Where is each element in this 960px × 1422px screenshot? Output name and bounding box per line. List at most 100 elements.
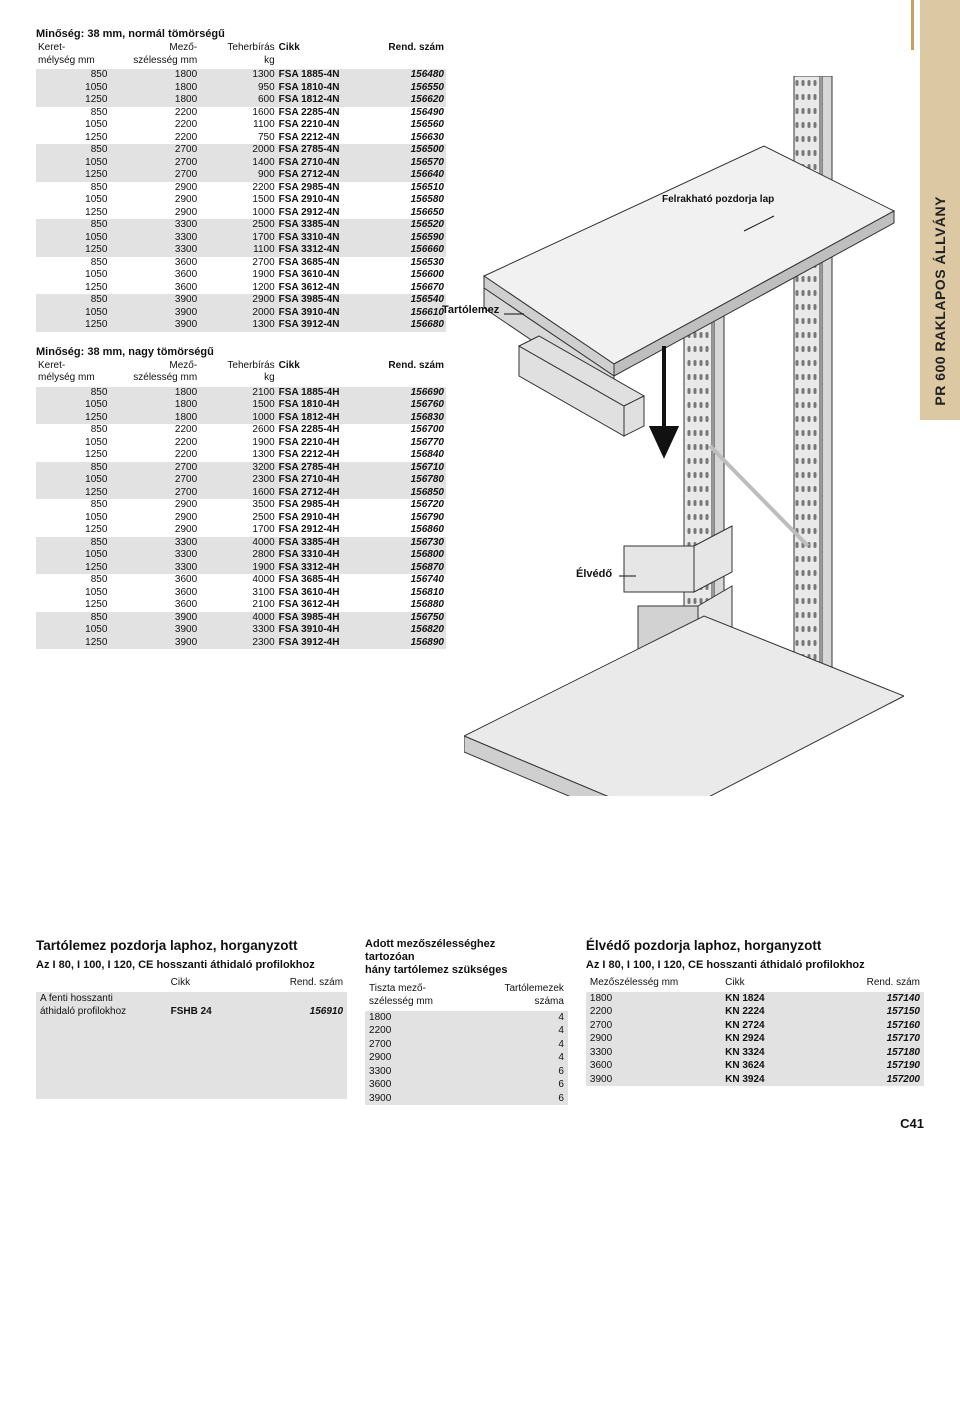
table-cell: 2900 [365, 1051, 477, 1065]
table-row: 105027001400FSA 2710-4N156570 [36, 157, 446, 170]
table-cell: FSA 3310-4N [277, 232, 373, 245]
table-cell: 1250 [36, 132, 109, 145]
table-cell: 2600 [199, 424, 277, 437]
table-cell: 2900 [199, 294, 277, 307]
table-cell: 156740 [373, 574, 446, 587]
table-cell: 3300 [199, 624, 277, 637]
t2-h-c2: Mező-szélesség mm [109, 360, 199, 387]
table-cell: 3500 [199, 499, 277, 512]
table-group: 85018002100FSA 1885-4H156690105018001500… [36, 387, 446, 425]
table-row: 12502200750FSA 2212-4N156630 [36, 132, 446, 145]
table-cell: 2200 [109, 424, 199, 437]
table-row: 85033004000FSA 3385-4H156730 [36, 537, 446, 550]
table-cell: 156890 [373, 637, 446, 650]
table-cell: 850 [36, 387, 109, 400]
table-cell: 157200 [823, 1073, 924, 1087]
table-cell: 3300 [109, 244, 199, 257]
table-cell: 2700 [199, 257, 277, 270]
bl-filler [36, 1019, 347, 1099]
table-row: 105033001700FSA 3310-4N156590 [36, 232, 446, 245]
table-cell: 1300 [199, 69, 277, 82]
table-cell: 156610 [373, 307, 446, 320]
table-cell: 156770 [373, 437, 446, 450]
table-row: 125039001300FSA 3912-4N156680 [36, 319, 446, 332]
table-cell: 1800 [109, 387, 199, 400]
table-row: 125027001600FSA 2712-4H156850 [36, 487, 446, 500]
table-cell: 156730 [373, 537, 446, 550]
table-cell: 156630 [373, 132, 446, 145]
table-cell: 1900 [199, 269, 277, 282]
table-cell: 2300 [199, 474, 277, 487]
bm-title: Adott mezőszélességhez tartozóan hány ta… [365, 938, 568, 978]
table-group: 85036004000FSA 3685-4H156740105036003100… [36, 574, 446, 612]
table2-title: Minőség: 38 mm, nagy tömörségű [36, 346, 446, 358]
table-cell: 3600 [109, 282, 199, 295]
table-cell: 2100 [199, 387, 277, 400]
br-h2: Cikk [721, 976, 822, 992]
table-cell: 1200 [199, 282, 277, 295]
table-cell: 3300 [109, 562, 199, 575]
t1-h-c4: Cikk [277, 42, 373, 69]
table-group: 85018001300FSA 1885-4N15648010501800950F… [36, 69, 446, 107]
table-cell: 2700 [109, 157, 199, 170]
table-row: 3600KN 3624157190 [586, 1059, 924, 1073]
table-row: 85018002100FSA 1885-4H156690 [36, 387, 446, 400]
table-cell: 3600 [109, 574, 199, 587]
table-cell: 850 [36, 574, 109, 587]
bl-sub: Az I 80, I 100, I 120, CE hosszanti áthi… [36, 959, 347, 972]
table-cell: 3900 [109, 637, 199, 650]
table-cell: 1800 [109, 399, 199, 412]
table-cell: 1250 [36, 207, 109, 220]
table-row: 105018001500FSA 1810-4H156760 [36, 399, 446, 412]
table-cell: 1100 [199, 119, 277, 132]
table-row: 105036001900FSA 3610-4N156600 [36, 269, 446, 282]
table-cell: 2300 [199, 637, 277, 650]
table-cell: 850 [36, 107, 109, 120]
table-cell: FSA 2210-4N [277, 119, 373, 132]
table-cell: 2700 [365, 1038, 477, 1052]
table-cell: 850 [36, 182, 109, 195]
table-cell: 1250 [36, 562, 109, 575]
table-cell: 1050 [36, 399, 109, 412]
side-tab-label: PR 600 RAKLAPOS ÁLLVÁNY [932, 196, 948, 406]
table-cell: 156800 [373, 549, 446, 562]
table-cell: 156870 [373, 562, 446, 575]
table-cell: 4000 [199, 574, 277, 587]
table-row: 12501800600FSA 1812-4N156620 [36, 94, 446, 107]
table-cell: FSA 2212-4H [277, 449, 373, 462]
table-cell: 156560 [373, 119, 446, 132]
table-cell: FSA 2710-4N [277, 157, 373, 170]
table-row: 1800KN 1824157140 [586, 992, 924, 1006]
table-cell: 1100 [199, 244, 277, 257]
table-group: 85022002600FSA 2285-4H156700105022001900… [36, 424, 446, 462]
table-cell: 6 [477, 1092, 568, 1106]
table-cell: FSA 2285-4N [277, 107, 373, 120]
table-cell: 156590 [373, 232, 446, 245]
table-cell: 157170 [823, 1032, 924, 1046]
table-row: 105027002300FSA 2710-4H156780 [36, 474, 446, 487]
table-cell: 2900 [109, 512, 199, 525]
table-cell: 850 [36, 424, 109, 437]
table-cell: KN 3924 [721, 1073, 822, 1087]
table-cell: 2500 [199, 219, 277, 232]
table-cell: 156700 [373, 424, 446, 437]
table-row: 85033002500FSA 3385-4N156520 [36, 219, 446, 232]
table-row: 105036003100FSA 3610-4H156810 [36, 587, 446, 600]
table-cell: 1250 [36, 599, 109, 612]
table-cell: 2700 [109, 487, 199, 500]
table-cell: FSA 3385-4H [277, 537, 373, 550]
page-number: C41 [900, 1116, 924, 1131]
table-cell: FSA 3985-4N [277, 294, 373, 307]
table-cell: 4 [477, 1038, 568, 1052]
table-cell: 1050 [36, 512, 109, 525]
table-row: 105029002500FSA 2910-4H156790 [36, 512, 446, 525]
table-cell: FSA 3612-4N [277, 282, 373, 295]
table-cell: 156850 [373, 487, 446, 500]
table-cell: 3600 [586, 1059, 721, 1073]
br-h1: Mezőszélesség mm [586, 976, 721, 992]
table-row: 85018001300FSA 1885-4N156480 [36, 69, 446, 82]
table-cell: 156520 [373, 219, 446, 232]
table-cell: 1050 [36, 194, 109, 207]
table-cell: FSA 3910-4N [277, 307, 373, 320]
table-cell: FSA 3310-4H [277, 549, 373, 562]
